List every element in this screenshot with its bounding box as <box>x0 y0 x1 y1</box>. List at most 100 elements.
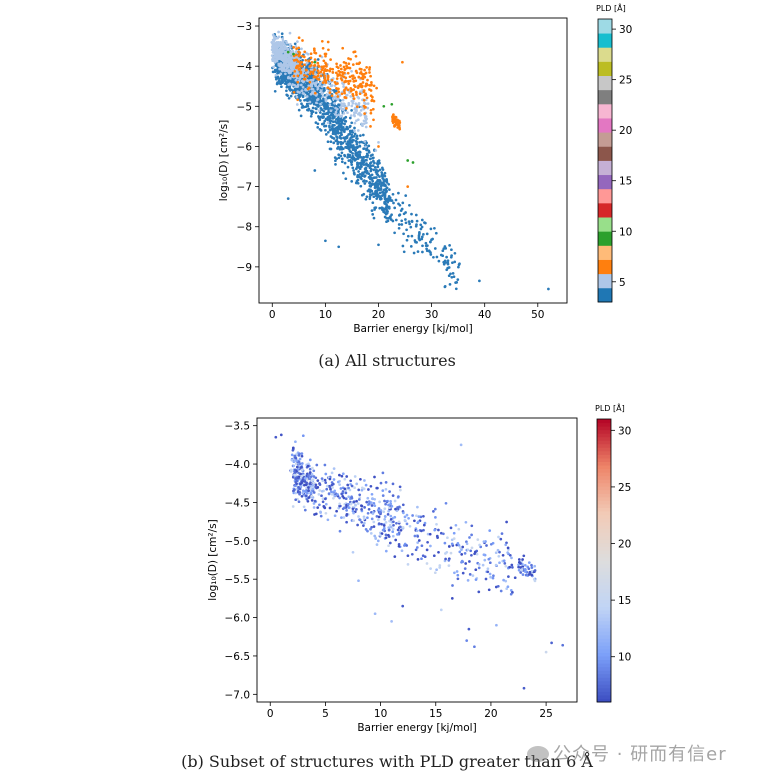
data-point <box>358 71 362 75</box>
colorbar-segment <box>597 482 611 487</box>
data-point <box>289 468 293 472</box>
data-point <box>378 197 382 201</box>
colorbar-segment <box>598 146 612 161</box>
data-point <box>313 58 317 61</box>
data-point <box>318 483 322 486</box>
data-point <box>355 142 359 146</box>
data-point <box>519 566 522 569</box>
data-point <box>340 121 344 125</box>
data-point <box>387 207 391 210</box>
data-point <box>296 40 299 43</box>
data-point <box>357 170 360 173</box>
data-point <box>300 454 304 458</box>
colorbar-segment <box>598 259 612 275</box>
data-point <box>361 77 365 81</box>
y-tick-label: −6 <box>237 141 253 153</box>
data-point <box>373 534 377 538</box>
data-point <box>323 124 326 128</box>
data-point <box>341 46 345 50</box>
data-point <box>360 488 364 492</box>
data-point <box>316 126 320 129</box>
data-point <box>446 536 449 540</box>
data-point <box>355 508 358 511</box>
data-point <box>335 86 338 90</box>
colorbar-segment <box>597 631 611 636</box>
data-point <box>274 75 278 79</box>
data-point <box>333 102 336 105</box>
x-tick-label: 10 <box>374 708 387 720</box>
data-point <box>349 150 353 154</box>
data-point <box>354 503 357 507</box>
data-point <box>445 268 449 272</box>
data-point <box>314 476 318 480</box>
data-point <box>336 95 340 98</box>
data-point <box>379 187 383 191</box>
data-point <box>302 83 305 87</box>
colorbar-segment <box>598 118 612 133</box>
data-point <box>376 188 380 191</box>
colorbar-segment <box>597 528 611 533</box>
data-point <box>450 248 453 252</box>
data-point <box>288 31 292 35</box>
data-point <box>308 80 312 84</box>
data-point <box>271 57 274 61</box>
x-tick-label: 20 <box>484 708 497 720</box>
data-point <box>384 533 388 537</box>
data-point <box>360 177 363 181</box>
data-point <box>290 453 294 457</box>
data-point <box>413 534 417 538</box>
data-point <box>418 238 422 242</box>
data-point <box>348 75 352 79</box>
data-point <box>330 84 334 87</box>
data-point <box>474 578 478 581</box>
data-point <box>369 527 372 531</box>
data-point <box>347 495 351 499</box>
colorbar-segment <box>597 613 611 618</box>
data-point <box>324 52 328 56</box>
data-point <box>530 573 534 577</box>
data-point <box>446 261 450 265</box>
data-point <box>329 67 332 71</box>
data-point <box>387 199 391 203</box>
data-point <box>345 107 348 110</box>
data-point <box>334 163 337 166</box>
data-point <box>329 106 332 110</box>
colorbar-segment <box>597 475 611 480</box>
data-point <box>391 534 395 538</box>
data-point <box>324 481 328 484</box>
data-point <box>320 108 324 112</box>
data-point <box>313 68 316 71</box>
colorbar-segment <box>597 556 611 561</box>
data-point <box>416 250 420 253</box>
colorbar-segment <box>597 659 611 664</box>
data-point <box>347 82 351 85</box>
data-point <box>351 152 354 155</box>
data-point <box>364 93 368 97</box>
data-point <box>473 645 476 649</box>
data-point <box>433 247 437 250</box>
data-point <box>397 223 401 226</box>
data-point <box>302 505 306 509</box>
data-point <box>336 74 340 78</box>
data-point <box>517 565 520 569</box>
data-point <box>346 88 350 92</box>
data-point <box>298 457 302 461</box>
data-point <box>444 261 448 264</box>
data-point <box>420 529 423 533</box>
data-point <box>387 533 390 537</box>
data-point <box>324 497 327 501</box>
x-tick-label: 40 <box>478 309 491 321</box>
data-point <box>324 239 327 243</box>
colorbar-segment <box>597 486 611 491</box>
data-point <box>274 73 278 77</box>
data-point <box>353 114 356 118</box>
data-point <box>318 81 322 85</box>
data-point <box>304 490 307 493</box>
data-point <box>297 36 301 40</box>
data-point <box>438 566 442 569</box>
data-point <box>371 156 375 160</box>
data-point <box>352 97 356 100</box>
data-point <box>376 165 380 169</box>
colorbar-segment <box>597 638 611 643</box>
data-point <box>424 221 427 225</box>
